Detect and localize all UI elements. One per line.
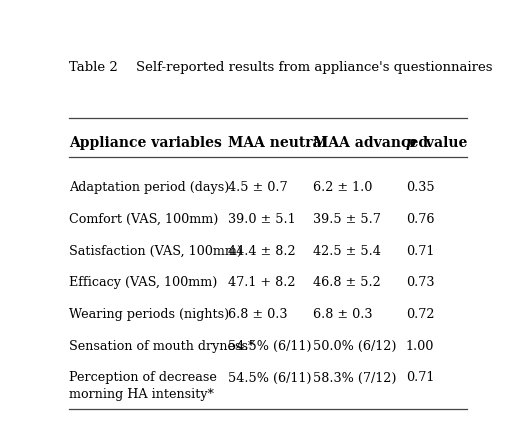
Text: Efficacy (VAS, 100mm): Efficacy (VAS, 100mm) [70,276,218,290]
Text: 54.5% (6/11): 54.5% (6/11) [228,340,311,353]
Text: 0.76: 0.76 [406,213,434,226]
Text: 4.5 ± 0.7: 4.5 ± 0.7 [228,181,287,195]
Text: 50.0% (6/12): 50.0% (6/12) [313,340,396,353]
Text: 46.8 ± 5.2: 46.8 ± 5.2 [313,276,380,290]
Text: Adaptation period (days): Adaptation period (days) [70,181,230,195]
Text: 44.4 ± 8.2: 44.4 ± 8.2 [228,245,295,258]
Text: 6.8 ± 0.3: 6.8 ± 0.3 [313,308,372,321]
Text: 0.72: 0.72 [406,308,434,321]
Text: 0.71: 0.71 [406,371,434,385]
Text: 0.35: 0.35 [406,181,435,195]
Text: Comfort (VAS, 100mm): Comfort (VAS, 100mm) [70,213,219,226]
Text: Perception of decrease
morning HA intensity*: Perception of decrease morning HA intens… [70,371,217,401]
Text: Sensation of mouth dryness*: Sensation of mouth dryness* [70,340,255,353]
Text: 6.2 ± 1.0: 6.2 ± 1.0 [313,181,372,195]
Text: Appliance variables: Appliance variables [70,136,222,150]
Text: 0.73: 0.73 [406,276,434,290]
Text: Table 2: Table 2 [70,61,118,74]
Text: 39.5 ± 5.7: 39.5 ± 5.7 [313,213,381,226]
Text: 58.3% (7/12): 58.3% (7/12) [313,371,396,385]
Text: value: value [421,136,468,150]
Text: 54.5% (6/11): 54.5% (6/11) [228,371,311,385]
Text: MAA advanced: MAA advanced [313,136,428,150]
Text: p: p [406,136,416,150]
Text: 39.0 ± 5.1: 39.0 ± 5.1 [228,213,295,226]
Text: Self-reported results from appliance's questionnaires: Self-reported results from appliance's q… [137,61,493,74]
Text: 47.1 + 8.2: 47.1 + 8.2 [228,276,295,290]
Text: 6.8 ± 0.3: 6.8 ± 0.3 [228,308,287,321]
Text: Satisfaction (VAS, 100mm): Satisfaction (VAS, 100mm) [70,245,243,258]
Text: 0.71: 0.71 [406,245,434,258]
Text: 1.00: 1.00 [406,340,434,353]
Text: 42.5 ± 5.4: 42.5 ± 5.4 [313,245,381,258]
Text: MAA neutral: MAA neutral [228,136,326,150]
Text: Wearing periods (nights): Wearing periods (nights) [70,308,230,321]
